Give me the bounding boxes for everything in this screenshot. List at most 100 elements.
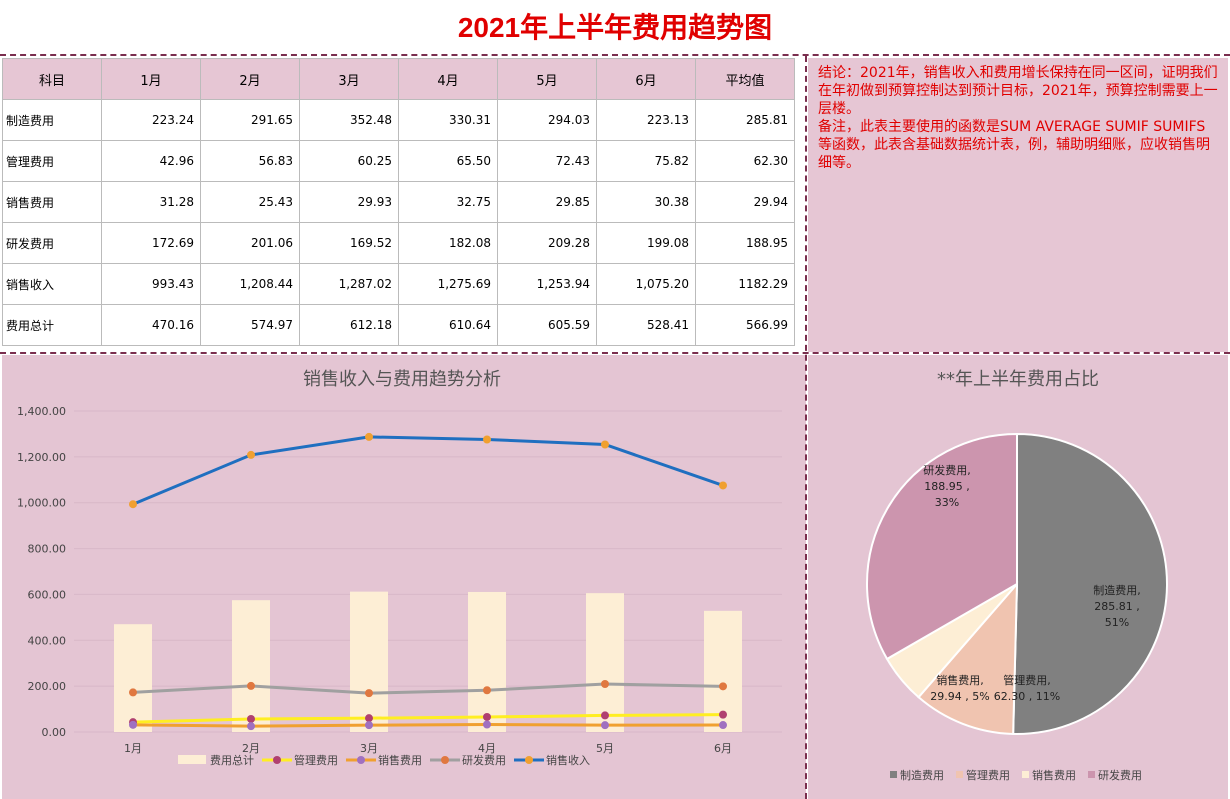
legend-label: 管理费用 bbox=[966, 768, 1010, 782]
y-tick-label: 1,000.00 bbox=[17, 497, 66, 510]
legend-swatch bbox=[890, 771, 897, 778]
cell: 566.99 bbox=[695, 304, 795, 346]
marker bbox=[601, 721, 609, 730]
data-label: 管理费用, bbox=[1003, 673, 1051, 687]
x-tick-label: 3月 bbox=[360, 742, 378, 755]
page-title: 2021年上半年费用趋势图 bbox=[457, 12, 773, 43]
header-cell: 1月 bbox=[101, 58, 201, 100]
pie-slice bbox=[917, 581, 1019, 735]
cell: 209.28 bbox=[497, 222, 597, 264]
y-tick-label: 600.00 bbox=[28, 588, 67, 601]
header-row: 科目 1月 2月 3月 4月 5月 6月 平均值 bbox=[2, 58, 795, 100]
legend-label: 销售费用 bbox=[378, 753, 422, 767]
y-tick-label: 1,200.00 bbox=[17, 451, 66, 464]
cell: 330.31 bbox=[398, 99, 498, 141]
cell: 研发费用 bbox=[2, 222, 102, 264]
marker bbox=[365, 689, 373, 698]
table-row: 管理费用 42.96 56.83 60.25 65.50 72.43 75.82 62.30 bbox=[2, 140, 795, 182]
marker bbox=[129, 688, 137, 697]
pie-slice bbox=[1012, 432, 1168, 735]
divider bbox=[0, 54, 1230, 56]
bar bbox=[586, 593, 624, 732]
cell: 612.18 bbox=[299, 304, 399, 346]
y-tick-label: 200.00 bbox=[28, 680, 67, 693]
note-text: 备注，此表主要使用的函数是SUM AVERAGE SUMIF SUMIFS等函数… bbox=[818, 119, 1210, 171]
chart-title: **年上半年费用占比 bbox=[937, 369, 1099, 390]
legend-label: 管理费用 bbox=[294, 753, 338, 767]
bar bbox=[232, 600, 270, 732]
cell: 29.94 bbox=[695, 181, 795, 223]
series-line bbox=[132, 435, 724, 506]
x-tick-label: 6月 bbox=[714, 742, 732, 755]
note: 结论：2021年，销售收入和费用增长保持在同一区间，证明我们在年初做到预算控制达… bbox=[808, 58, 1228, 352]
cell: 574.97 bbox=[200, 304, 300, 346]
cell: 1,208.44 bbox=[200, 263, 300, 305]
cell: 1,253.94 bbox=[497, 263, 597, 305]
bar bbox=[114, 624, 152, 732]
marker bbox=[483, 712, 491, 721]
cell: 610.64 bbox=[398, 304, 498, 346]
marker bbox=[247, 450, 255, 459]
line-chart: 销售收入与费用趋势分析 0.00 200.00 400.00 600.00 800.00 1… bbox=[2, 355, 806, 799]
marker bbox=[247, 681, 255, 690]
cell: 75.82 bbox=[596, 140, 696, 182]
cell: 30.38 bbox=[596, 181, 696, 223]
data-label: 33% bbox=[935, 496, 959, 509]
legend-swatch bbox=[956, 771, 963, 778]
marker bbox=[719, 710, 727, 719]
cell: 管理费用 bbox=[2, 140, 102, 182]
cell: 199.08 bbox=[596, 222, 696, 264]
marker bbox=[601, 680, 609, 689]
cell: 31.28 bbox=[101, 181, 201, 223]
table-row: 销售费用 31.28 25.43 29.93 32.75 29.85 30.38 29.94 bbox=[2, 181, 795, 223]
header-cell: 5月 bbox=[497, 58, 597, 100]
legend-swatch bbox=[441, 756, 449, 764]
x-tick-label: 4月 bbox=[478, 742, 496, 755]
marker bbox=[601, 711, 609, 720]
x-tick-label: 2月 bbox=[242, 742, 260, 755]
data-label: 285.81 , bbox=[1094, 600, 1139, 613]
series-line bbox=[132, 713, 724, 724]
cell: 605.59 bbox=[497, 304, 597, 346]
cell: 169.52 bbox=[299, 222, 399, 264]
cell: 29.93 bbox=[299, 181, 399, 223]
cell: 1,287.02 bbox=[299, 263, 399, 305]
y-tick-label: 400.00 bbox=[28, 634, 67, 647]
cell: 993.43 bbox=[101, 263, 201, 305]
marker bbox=[719, 682, 727, 691]
data-label: 29.94 , 5% bbox=[930, 690, 989, 703]
marker bbox=[601, 440, 609, 449]
legend-swatch bbox=[525, 756, 533, 764]
legend-label: 销售收入 bbox=[546, 753, 590, 767]
cell: 42.96 bbox=[101, 140, 201, 182]
note-text: 结论：2021年，销售收入和费用增长保持在同一区间，证明我们在年初做到预算控制达… bbox=[818, 65, 1218, 117]
cell: 528.41 bbox=[596, 304, 696, 346]
marker bbox=[129, 500, 137, 509]
bar bbox=[468, 591, 506, 732]
cell: 制造费用 bbox=[2, 99, 102, 141]
marker bbox=[129, 720, 137, 729]
header-cell: 4月 bbox=[398, 58, 498, 100]
legend-swatch bbox=[1022, 771, 1029, 778]
cell: 72.43 bbox=[497, 140, 597, 182]
series-line bbox=[132, 722, 724, 728]
cell: 182.08 bbox=[398, 222, 498, 264]
cell: 销售收入 bbox=[2, 263, 102, 305]
legend-label: 研发费用 bbox=[462, 753, 506, 767]
marker bbox=[365, 432, 373, 441]
cell: 费用总计 bbox=[2, 304, 102, 346]
cell: 1,275.69 bbox=[398, 263, 498, 305]
cell: 201.06 bbox=[200, 222, 300, 264]
cell: 223.13 bbox=[596, 99, 696, 141]
legend-label: 制造费用 bbox=[900, 768, 944, 782]
chart-title: 销售收入与费用趋势分析 bbox=[303, 369, 501, 390]
header-cell: 平均值 bbox=[695, 58, 795, 100]
header-cell: 3月 bbox=[299, 58, 399, 100]
table-row: 费用总计 470.16 574.97 612.18 610.64 605.59 528.41… bbox=[2, 304, 795, 346]
y-tick-label: 0.00 bbox=[42, 726, 67, 739]
header-cell: 科目 bbox=[2, 58, 102, 100]
cell: 56.83 bbox=[200, 140, 300, 182]
marker bbox=[719, 721, 727, 730]
marker bbox=[483, 686, 491, 695]
cell: 25.43 bbox=[200, 181, 300, 223]
